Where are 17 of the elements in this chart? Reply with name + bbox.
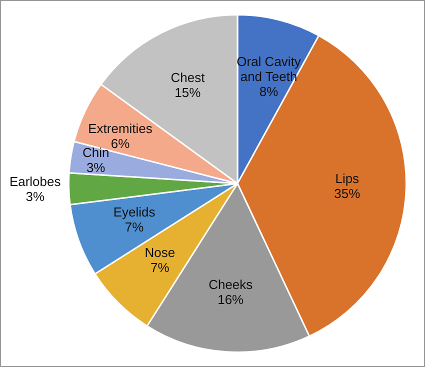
data-label: 3% <box>26 188 45 204</box>
slice-label: Lips <box>335 171 360 186</box>
data-label: 7% <box>150 260 170 276</box>
data-label: 16% <box>218 292 244 308</box>
slice-label: Chest <box>170 70 206 85</box>
slice-label: Extremities <box>88 120 153 136</box>
slice-label: Cheeks <box>208 277 254 292</box>
data-label: 8% <box>259 84 279 99</box>
data-label: 3% <box>86 160 106 176</box>
data-label: 15% <box>174 84 202 100</box>
slice-label: Nose <box>144 245 176 260</box>
data-label: 35% <box>334 186 361 202</box>
slice-label: Eyelids <box>113 204 156 220</box>
data-label: 7% <box>124 220 144 235</box>
slice-label: Earlobes <box>9 174 62 189</box>
data-label: 6% <box>110 136 130 151</box>
slice-label: Chin <box>82 145 110 160</box>
